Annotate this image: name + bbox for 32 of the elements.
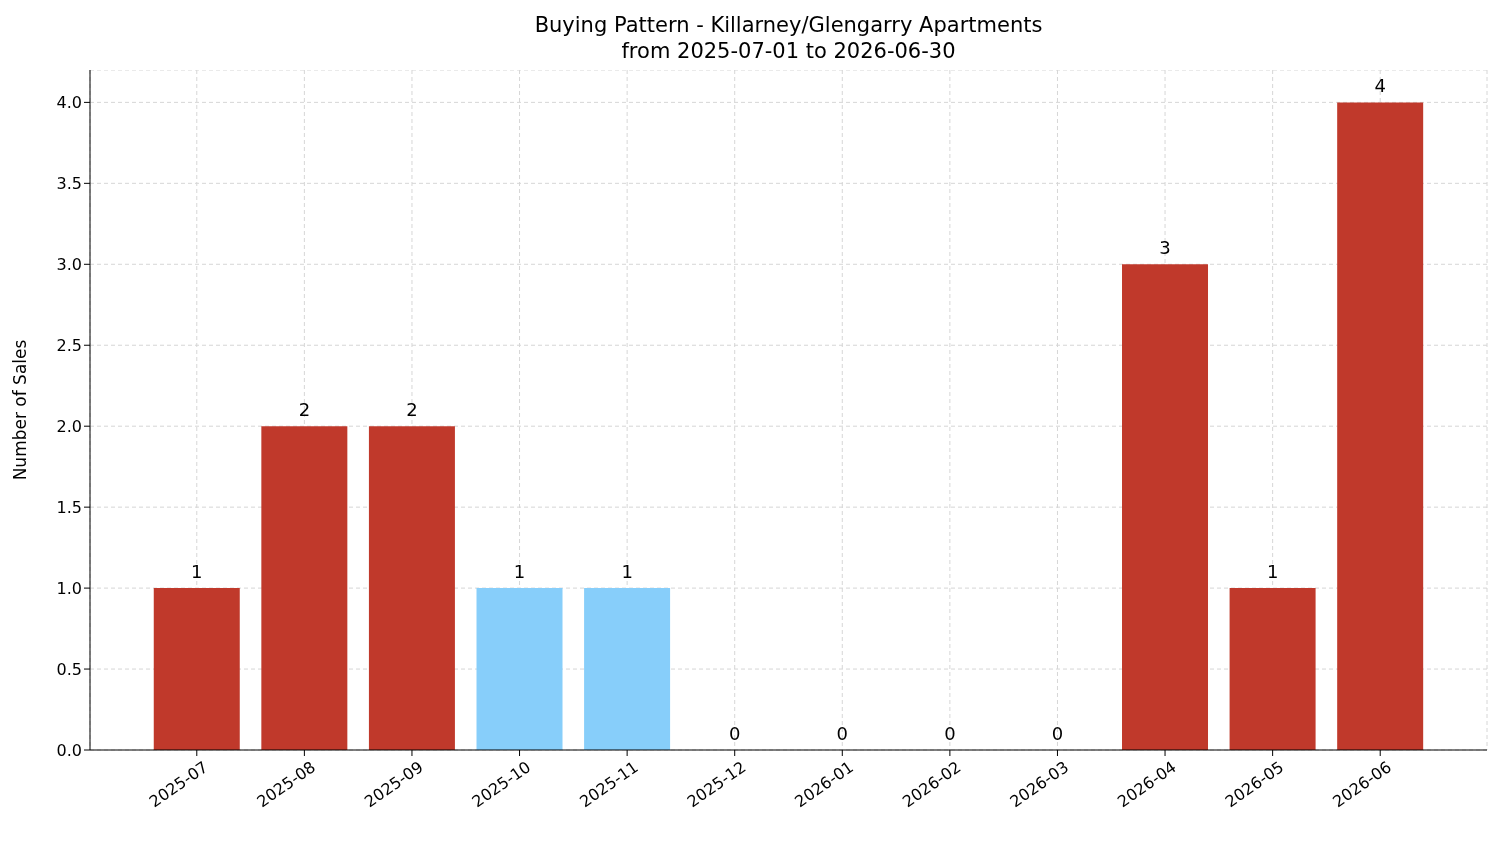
data-label: 0 bbox=[728, 723, 741, 744]
data-label: 1 bbox=[621, 561, 633, 583]
bar bbox=[1122, 264, 1209, 750]
data-label: 0 bbox=[836, 723, 849, 744]
data-label: 1 bbox=[1266, 561, 1279, 583]
bar bbox=[1337, 102, 1424, 750]
y-tick-label: 1.0 bbox=[56, 578, 82, 598]
data-label: 4 bbox=[1374, 75, 1386, 97]
y-tick-label: 0.0 bbox=[56, 740, 82, 760]
data-label: 0 bbox=[1051, 723, 1064, 744]
bar bbox=[261, 426, 348, 750]
y-tick-label: 3.5 bbox=[56, 174, 82, 194]
y-tick-label: 4.0 bbox=[56, 93, 82, 113]
data-label: 1 bbox=[513, 561, 526, 583]
data-label: 3 bbox=[1159, 237, 1171, 259]
data-label: 2 bbox=[406, 399, 418, 421]
bar bbox=[584, 588, 671, 750]
y-tick-label: 2.0 bbox=[56, 416, 82, 436]
bar bbox=[476, 588, 563, 750]
chart-title: Buying Pattern - Killarney/Glengarry Apartments bbox=[533, 12, 1044, 38]
y-tick-label: 3.0 bbox=[56, 254, 82, 274]
bar bbox=[153, 588, 240, 750]
data-label: 1 bbox=[191, 561, 203, 583]
y-tick-label: 2.5 bbox=[56, 335, 82, 355]
data-label: 2 bbox=[298, 399, 311, 421]
y-tick-label: 1.5 bbox=[56, 497, 82, 517]
data-label: 0 bbox=[944, 723, 956, 744]
bar bbox=[1229, 588, 1316, 750]
y-axis-title: Number of Sales bbox=[10, 339, 31, 481]
bar bbox=[368, 426, 455, 750]
y-tick-label: 0.5 bbox=[56, 659, 82, 679]
chart-subtitle: from 2025-07-01 to 2026-06-30 bbox=[620, 38, 957, 64]
